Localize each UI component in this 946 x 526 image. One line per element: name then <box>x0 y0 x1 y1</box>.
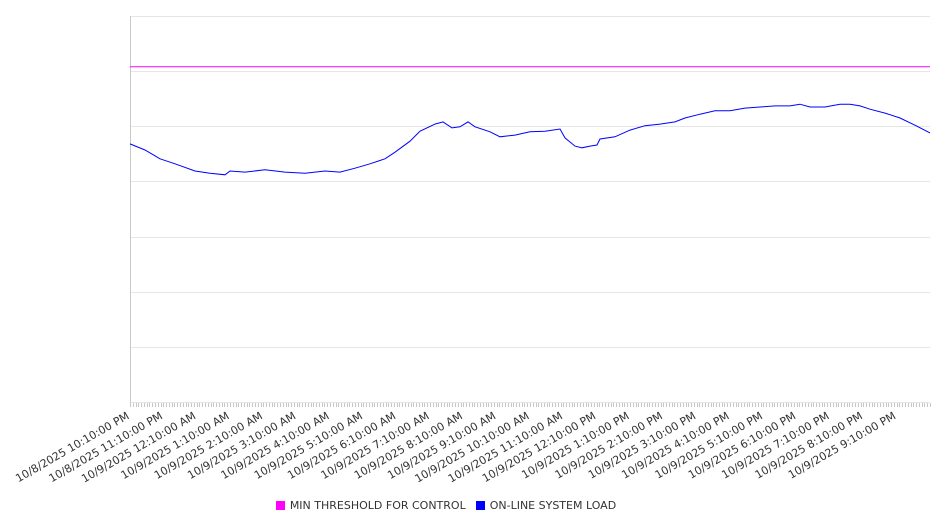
gridlines <box>130 16 930 403</box>
legend-swatch-system-load <box>475 501 485 510</box>
legend-swatch-threshold <box>275 501 285 510</box>
system-load-line <box>129 103 931 176</box>
legend: MIN THRESHOLD FOR CONTROL ON-LINE SYSTEM… <box>0 499 892 512</box>
series-group <box>129 66 931 176</box>
legend-item-threshold[interactable]: MIN THRESHOLD FOR CONTROL <box>275 499 466 512</box>
x-axis-minor-ticks <box>130 403 931 407</box>
legend-label-system-load: ON-LINE SYSTEM LOAD <box>489 499 617 512</box>
legend-label-threshold: MIN THRESHOLD FOR CONTROL <box>289 499 466 512</box>
legend-item-system-load[interactable]: ON-LINE SYSTEM LOAD <box>475 499 617 512</box>
